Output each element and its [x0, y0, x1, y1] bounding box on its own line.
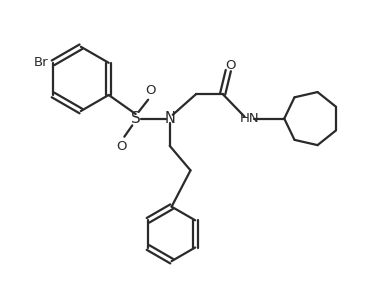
Text: O: O	[117, 140, 127, 153]
Text: O: O	[225, 59, 235, 72]
Text: O: O	[146, 84, 156, 97]
Text: N: N	[164, 111, 175, 126]
Text: Br: Br	[34, 55, 48, 69]
Text: S: S	[131, 111, 141, 126]
Text: HN: HN	[239, 112, 259, 125]
